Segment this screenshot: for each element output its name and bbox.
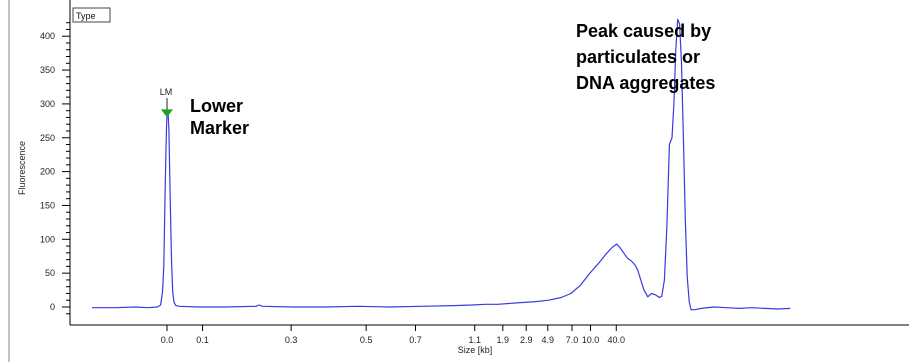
legend-type-label: Type	[76, 11, 96, 21]
legend-box-frame	[72, 7, 111, 23]
marker-label: LM	[160, 87, 173, 97]
y-tick-label: 50	[45, 268, 55, 278]
lower-marker: LM	[160, 87, 173, 118]
y-tick-label: 100	[40, 234, 55, 244]
marker-triangle-icon	[161, 109, 173, 118]
annotation-lower-marker-line-1: Lower	[190, 96, 243, 116]
x-tick-label: 1.9	[497, 335, 510, 345]
x-tick-label: 0.5	[360, 335, 373, 345]
x-tick-label: 1.1	[469, 335, 482, 345]
annotation-lower-marker: Lower Marker	[190, 96, 249, 138]
x-tick-label: 10.0	[582, 335, 600, 345]
x-tick-label: 7.0	[566, 335, 579, 345]
x-tick-label: 4.9	[542, 335, 555, 345]
annotation-lower-marker-line-2: Marker	[190, 118, 249, 138]
y-tick-label: 400	[40, 31, 55, 41]
series-line	[92, 18, 791, 311]
annotation-aggregate-peak-line-2: particulates or	[576, 47, 700, 67]
y-tick-label: 350	[40, 65, 55, 75]
y-tick-label: 200	[40, 167, 55, 177]
x-axis-title: Size [kb]	[458, 345, 493, 355]
x-tick-label: 0.1	[196, 335, 209, 345]
x-tick-label: 0.0	[161, 335, 174, 345]
x-tick-label: 0.3	[285, 335, 298, 345]
x-tick-label: 40.0	[608, 335, 626, 345]
y-tick-label: 150	[40, 200, 55, 210]
x-tick-label: 0.7	[409, 335, 422, 345]
y-tick-label: 300	[40, 99, 55, 109]
annotation-aggregate-peak-line-1: Peak caused by	[576, 21, 711, 41]
y-tick-label: 250	[40, 133, 55, 143]
y-axis-ticks: 0 50 100 150 200 250 300 350 400	[40, 22, 70, 315]
annotation-aggregate-peak: Peak caused by particulates or DNA aggre…	[576, 21, 716, 93]
annotation-aggregate-peak-line-3: DNA aggregates	[576, 73, 715, 93]
y-tick-label: 0	[50, 302, 55, 312]
x-axis-ticks: 0.0 0.1 0.3 0.5 0.7 1.1 1.9 2.9 4.9 7.0 10.0 40.0	[161, 325, 625, 345]
y-axis-title: Fluorescence	[17, 141, 27, 195]
legend-type-box[interactable]: Type	[72, 7, 111, 23]
x-tick-label: 2.9	[520, 335, 533, 345]
